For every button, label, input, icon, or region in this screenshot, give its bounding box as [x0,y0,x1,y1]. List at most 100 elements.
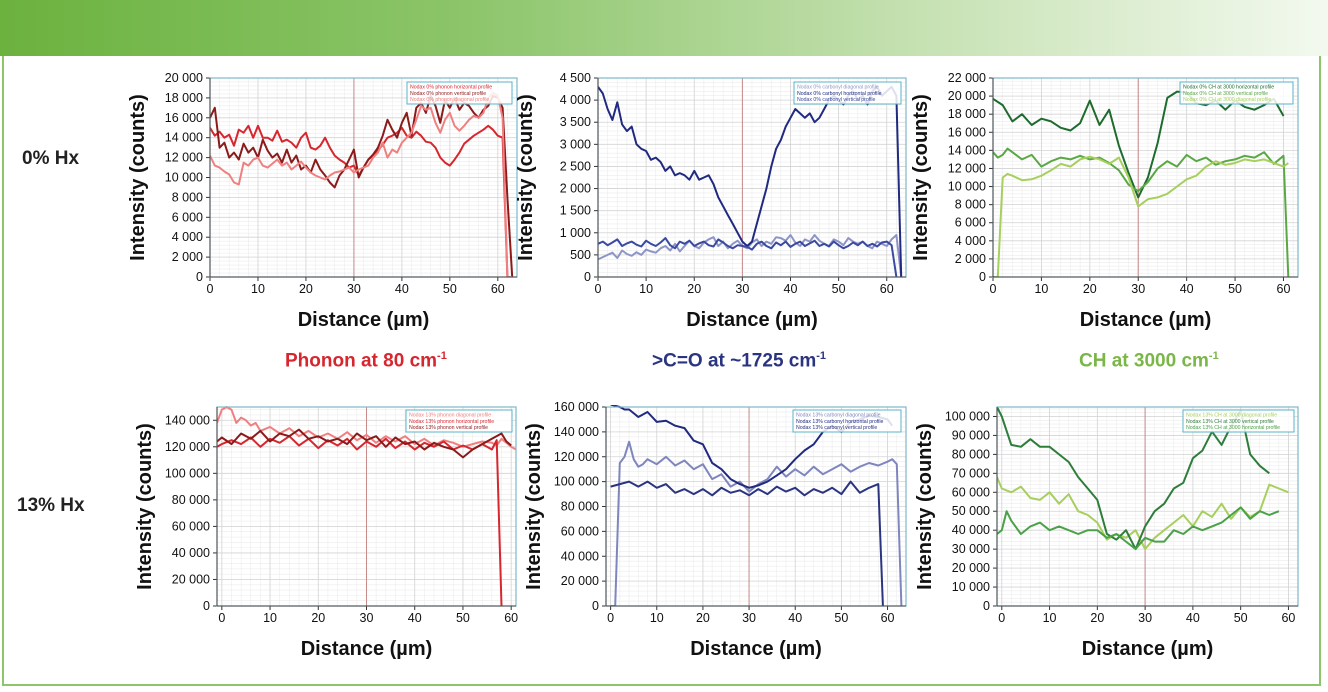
legend-box [405,409,513,433]
chart-0: 0 2 000 4 000 6 000 8 000 10 000 12 000 14 000 1… [127,71,518,331]
ytick-label: 10 000 [952,580,990,594]
ytick-label: 0 [983,599,990,613]
xtick-label: 20 [687,282,701,296]
ytick-label: 4 000 [560,93,591,107]
ytick-label: 100 000 [165,466,210,480]
x-axis-title: Distance (µm) [301,638,433,660]
ytick-label: 4 500 [560,71,591,85]
ytick-label: 80 000 [561,500,599,514]
header-gradient-bar [0,0,1328,56]
xtick-label: 30 [1138,611,1152,625]
ytick-label: 2 000 [955,252,986,266]
xtick-label: 0 [990,282,997,296]
xtick-label: 30 [742,611,756,625]
ytick-label: 160 000 [554,400,599,414]
ytick-label: 80 000 [952,447,990,461]
xtick-label: 60 [880,282,894,296]
xtick-label: 60 [1277,282,1291,296]
legend-entry: Nodax 13% CH at 3000 vertical profile [1186,419,1274,425]
xtick-label: 10 [263,611,277,625]
legend-box [792,409,902,433]
xtick-label: 20 [311,611,325,625]
legend-box [1182,409,1295,433]
xtick-label: 40 [1180,282,1194,296]
chart-5: 0 10 000 20 000 30 000 40 000 50 000 60 000 70 … [914,406,1299,660]
ytick-label: 18 000 [165,91,203,105]
legend-entry: Nodax 0% phonon horizontal profile [410,85,492,91]
x-axis-title: Distance (µm) [1080,309,1212,331]
ytick-label: 70 000 [952,466,990,480]
xtick-label: 50 [1228,282,1242,296]
ytick-label: 16 000 [165,111,203,125]
ytick-label: 22 000 [948,71,986,85]
ytick-label: 80 000 [172,493,210,507]
series-line [993,155,1289,277]
xtick-label: 0 [595,282,602,296]
xtick-label: 0 [998,611,1005,625]
ytick-label: 14 000 [948,143,986,157]
ytick-label: 6 000 [172,210,203,224]
chart-4: 0 20 000 40 000 60 000 80 000 100 000 120 000 1… [523,400,907,660]
series-line [993,147,1290,277]
xtick-label: 20 [696,611,710,625]
xtick-label: 30 [360,611,374,625]
ytick-label: 20 000 [561,574,599,588]
ytick-label: 0 [979,270,986,284]
figure-frame [2,56,1321,686]
ytick-label: 0 [584,270,591,284]
plot-background [993,78,1298,277]
ytick-label: 120 000 [165,440,210,454]
series-line [610,480,884,606]
xtick-label: 10 [1034,282,1048,296]
chart-3: 0 20 000 40 000 60 000 80 000 100 000 120 000 1… [134,406,518,660]
ytick-label: 10 000 [165,171,203,185]
xtick-label: 30 [735,282,749,296]
ytick-label: 20 000 [172,572,210,586]
ytick-label: 10 000 [948,180,986,194]
xtick-label: 60 [491,282,505,296]
ytick-label: 60 000 [172,519,210,533]
row-label-0: 0% Hx [22,148,80,169]
xtick-label: 10 [251,282,265,296]
x-axis-title: Distance (µm) [686,309,818,331]
xtick-label: 50 [443,282,457,296]
legend-entry: Nodax 0% carbonyl diagonal profile [797,85,879,91]
xtick-label: 10 [650,611,664,625]
y-axis-title: Intensity (counts) [523,423,545,590]
band-label-ch: CH at 3000 cm-1 [1079,350,1219,372]
series-line [210,94,514,277]
xtick-label: 40 [788,611,802,625]
ytick-label: 1 500 [560,204,591,218]
y-axis-title: Intensity (counts) [127,94,149,261]
band-label-carbonyl: >C=O at ~1725 cm-1 [652,350,827,372]
ytick-label: 30 000 [952,542,990,556]
ytick-label: 3 500 [560,115,591,129]
y-axis-title: Intensity (counts) [134,423,156,590]
ytick-label: 3 000 [560,137,591,151]
xtick-label: 30 [347,282,361,296]
xtick-label: 20 [1090,611,1104,625]
ytick-label: 12 000 [165,151,203,165]
xtick-label: 20 [299,282,313,296]
row-label-1: 13% Hx [17,495,85,516]
x-axis-title: Distance (µm) [690,638,822,660]
ytick-label: 40 000 [172,546,210,560]
ytick-label: 4 000 [172,230,203,244]
xtick-label: 50 [832,282,846,296]
legend-entry: Nodax 0% carbonyl horizontal profile [797,91,882,97]
y-axis-title: Intensity (counts) [910,94,932,261]
xtick-label: 50 [456,611,470,625]
x-axis-title: Distance (µm) [1082,638,1214,660]
legend-entry: Nodax 13% phonon diagonal profile [409,413,491,419]
ytick-label: 140 000 [165,413,210,427]
xtick-label: 0 [607,611,614,625]
xtick-label: 40 [395,282,409,296]
legend-box [406,81,513,105]
xtick-label: 30 [1131,282,1145,296]
ytick-label: 140 000 [554,425,599,439]
legend-entry: Nodax 13% carbonyl vertical profile [796,425,877,431]
ytick-label: 8 000 [172,190,203,204]
legend-box [1179,81,1294,105]
series-line [997,406,1270,551]
